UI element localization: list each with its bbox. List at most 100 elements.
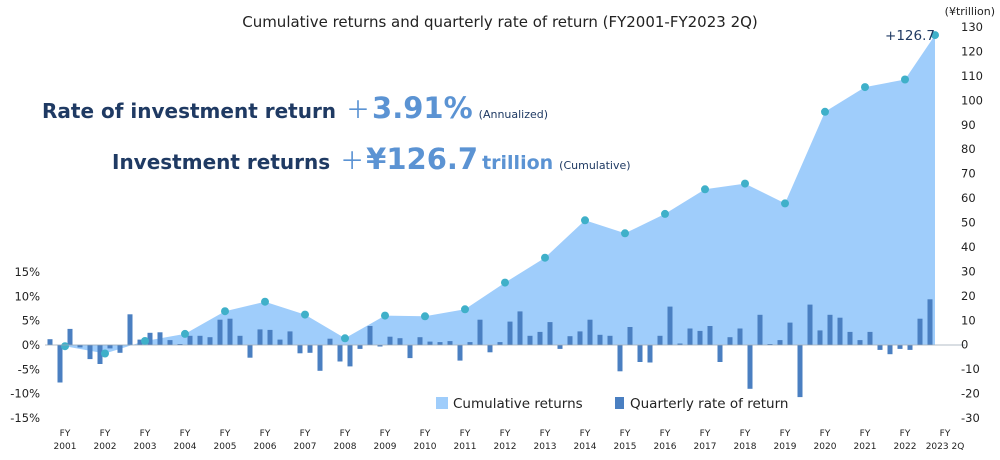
x-axis-tick-label: FY — [220, 429, 231, 439]
right-axis-tick-label: 110 — [961, 69, 983, 83]
x-axis-tick-label: 2006 — [254, 442, 277, 452]
cumulative-return-point — [301, 310, 309, 319]
quarterly-return-bar — [477, 319, 483, 345]
right-axis-tick-label: 70 — [961, 167, 976, 181]
quarterly-return-bar — [877, 345, 883, 350]
cumulative-return-point — [621, 229, 629, 238]
cumulative-return-point — [61, 342, 69, 351]
cumulative-return-point — [901, 75, 909, 84]
left-axis-tick-label: 10% — [14, 289, 40, 303]
cumulative-return-point — [781, 199, 789, 208]
right-axis-tick-label: -20 — [961, 387, 980, 401]
x-axis-tick-label: 2005 — [214, 442, 237, 452]
x-axis-tick-label: 2015 — [614, 442, 637, 452]
quarterly-return-bar — [487, 345, 493, 353]
x-axis-tick-label: FY — [860, 429, 871, 439]
cumulative-return-point — [221, 307, 229, 316]
quarterly-return-bar — [767, 344, 773, 345]
quarterly-return-bar — [557, 345, 563, 349]
quarterly-return-bar — [667, 306, 673, 345]
quarterly-return-bar — [547, 322, 553, 345]
right-axis-tick-label: 0 — [961, 338, 968, 352]
x-axis-tick-label: 2012 — [494, 442, 517, 452]
quarterly-return-bar — [337, 345, 343, 362]
x-axis-tick-label: FY — [420, 429, 431, 439]
quarterly-return-bar — [627, 327, 633, 345]
quarterly-return-bar — [157, 332, 163, 345]
x-axis-tick-label: FY — [900, 429, 911, 439]
quarterly-return-bar — [307, 345, 313, 353]
rate-of-return-headline: Rate of investment return ＋3.91% (Annualiz… — [42, 90, 548, 125]
cumulative-return-point — [141, 337, 149, 345]
quarterly-return-bar — [87, 345, 93, 360]
x-axis-tick-label: 2011 — [454, 442, 477, 452]
quarterly-return-bar — [527, 335, 533, 345]
cumulative-return-point — [261, 297, 269, 306]
quarterly-return-bar — [397, 338, 403, 345]
quarterly-return-bar — [297, 345, 303, 354]
right-axis-tick-label: 40 — [961, 240, 976, 254]
quarterly-return-bar — [177, 344, 183, 345]
x-axis-tick-label: 2014 — [574, 442, 597, 452]
quarterly-return-bar — [107, 345, 113, 349]
cumulative-return-point — [861, 83, 869, 92]
quarterly-return-bar — [497, 342, 503, 345]
x-axis-tick-label: FY — [580, 429, 591, 439]
cumulative-return-point — [421, 312, 429, 321]
quarterly-return-bar — [217, 319, 223, 345]
quarterly-return-bar — [517, 311, 523, 345]
quarterly-return-bar — [207, 337, 213, 345]
x-axis-tick-label: 2004 — [174, 442, 197, 452]
legend-label-cumulative: Cumulative returns — [453, 396, 583, 412]
quarterly-return-bar — [257, 329, 263, 345]
quarterly-return-bar — [707, 326, 713, 345]
quarterly-return-bar — [117, 345, 123, 353]
quarterly-return-bar — [437, 342, 443, 345]
quarterly-return-bar — [187, 335, 193, 345]
quarterly-return-bar — [317, 345, 323, 371]
quarterly-return-bar — [287, 331, 293, 345]
x-axis-tick-label: FY — [340, 429, 351, 439]
quarterly-return-bar — [587, 319, 593, 345]
quarterly-return-bar — [827, 314, 833, 345]
x-axis-tick-label: 2021 — [854, 442, 877, 452]
quarterly-return-bar — [907, 345, 913, 350]
quarterly-return-bar — [817, 330, 823, 345]
x-axis-tick-label: FY — [140, 429, 151, 439]
right-axis-tick-label: 80 — [961, 142, 976, 156]
quarterly-return-bar — [57, 345, 63, 383]
quarterly-return-bar — [927, 299, 933, 345]
right-axis-tick-label: 30 — [961, 264, 976, 278]
quarterly-return-bar — [137, 339, 143, 345]
right-axis-tick-label: -10 — [961, 362, 980, 376]
quarterly-return-bar — [507, 321, 513, 345]
left-axis-tick-label: -15% — [10, 411, 40, 425]
x-axis-tick-label: 2022 — [894, 442, 917, 452]
x-axis-tick-label: FY — [100, 429, 111, 439]
x-axis-tick-label: 2017 — [694, 442, 717, 452]
returns-value: ¥126.7 — [366, 142, 479, 176]
legend-swatch-quarterly — [615, 397, 624, 409]
right-axis-unit: (¥trillion) — [945, 5, 995, 18]
quarterly-return-bar — [447, 341, 453, 345]
cumulative-return-point — [661, 209, 669, 218]
cumulative-return-point — [181, 329, 189, 338]
x-axis-tick-label: FY — [740, 429, 751, 439]
quarterly-return-bar — [97, 345, 103, 364]
quarterly-return-bar — [697, 330, 703, 345]
right-axis-tick-label: 130 — [961, 20, 983, 34]
right-axis-tick-label: 120 — [961, 44, 983, 58]
quarterly-return-bar — [577, 331, 583, 345]
x-axis-tick-label: 2007 — [294, 442, 317, 452]
x-axis-tick-label: FY — [460, 429, 471, 439]
right-axis-tick-label: 50 — [961, 216, 976, 230]
x-axis-tick-label: 2002 — [94, 442, 117, 452]
quarterly-return-bar — [167, 340, 173, 345]
x-axis-tick-label: FY — [660, 429, 671, 439]
x-axis-tick-label: 2013 — [534, 442, 557, 452]
x-axis-tick-label: 2001 — [54, 442, 77, 452]
quarterly-return-bar — [777, 340, 783, 345]
cumulative-return-point — [541, 253, 549, 262]
cumulative-return-point — [501, 278, 509, 287]
